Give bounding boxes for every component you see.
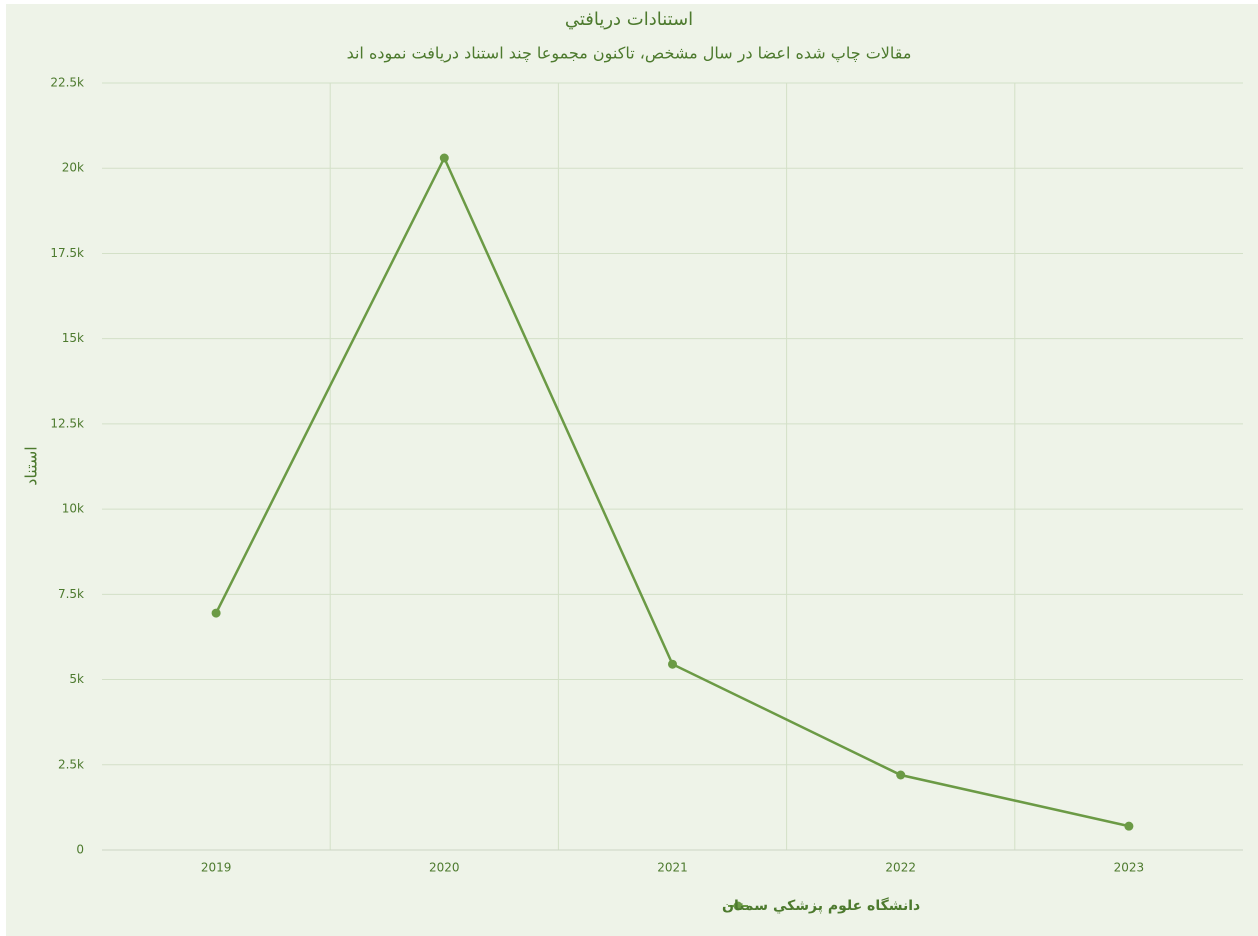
legend-symbol	[733, 901, 743, 911]
y-tick-label: 22.5k	[50, 76, 84, 90]
data-point	[439, 153, 449, 163]
y-tick-label: 2.5k	[58, 757, 84, 771]
chart-background	[6, 4, 1258, 936]
y-tick-label: 20k	[62, 161, 84, 175]
data-point	[668, 659, 677, 669]
x-tick-label: 2023	[1114, 861, 1145, 875]
y-tick-label: 17.5k	[50, 246, 84, 260]
y-tick-label: 5k	[69, 672, 84, 686]
y-tick-label: 0	[76, 843, 84, 857]
data-point	[211, 608, 221, 618]
y-tick-label: 12.5k	[50, 416, 84, 430]
legend-label: دانشگاه علوم پزشکي سمنان	[722, 897, 920, 914]
y-tick-label: 15k	[62, 331, 84, 345]
data-point	[896, 770, 906, 780]
x-tick-label: 2020	[429, 861, 460, 875]
x-tick-label: 2021	[657, 861, 688, 875]
y-tick-label: 7.5k	[58, 587, 84, 601]
x-tick-label: 2019	[201, 861, 232, 875]
y-axis-label: استناد	[22, 446, 41, 486]
chart-title: استنادات دريافتي	[565, 9, 693, 30]
data-point	[1124, 821, 1134, 831]
x-tick-label: 2022	[885, 861, 916, 875]
chart-subtitle: مقالات چاپ شده اعضا در سال مشخص، تاکنون …	[347, 44, 912, 64]
y-tick-label: 10k	[62, 502, 84, 516]
